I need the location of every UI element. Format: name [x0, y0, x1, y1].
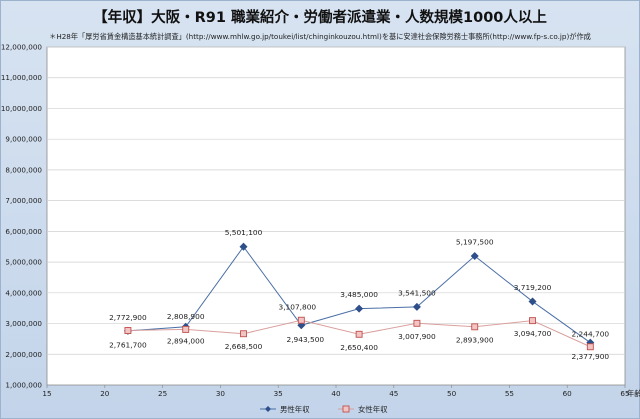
- point-female: [355, 330, 363, 338]
- data-label: 2,650,400: [340, 343, 378, 352]
- x-tick-label: 25: [158, 389, 167, 398]
- point-female: [586, 343, 594, 351]
- y-tick-label: 6,000,000: [5, 227, 42, 236]
- x-tick-label: 30: [216, 389, 226, 398]
- point-female: [182, 325, 190, 333]
- data-label: 5,501,100: [225, 228, 263, 237]
- data-label: 3,007,900: [398, 332, 436, 341]
- x-tick-label: 65: [620, 389, 629, 398]
- point-female: [529, 317, 536, 325]
- data-label: 2,894,000: [167, 336, 205, 345]
- y-tick-label: 7,000,000: [5, 196, 42, 205]
- legend-label-female: 女性年収: [358, 405, 388, 414]
- x-tick-label: 15: [42, 389, 51, 398]
- legend-marker-female: [342, 405, 350, 413]
- y-tick-label: 5,000,000: [5, 258, 42, 267]
- x-tick-label: 60: [563, 389, 573, 398]
- point-female: [297, 316, 305, 324]
- point-male: [239, 242, 248, 251]
- y-tick-label: 8,000,000: [5, 165, 42, 174]
- point-female: [471, 323, 479, 331]
- data-label: 3,485,000: [340, 290, 378, 299]
- data-label: 2,808,900: [167, 312, 205, 321]
- x-axis-label: 年齢: [627, 389, 640, 398]
- data-label: 2,761,700: [109, 340, 147, 349]
- x-tick-label: 50: [447, 389, 457, 398]
- legend-label-male: 男性年収: [280, 405, 310, 414]
- data-label: 2,772,900: [109, 313, 147, 322]
- data-label: 2,377,900: [572, 352, 610, 361]
- point-female: [240, 330, 247, 338]
- data-label: 3,719,200: [514, 283, 552, 292]
- y-tick-label: 1,000,000: [5, 381, 42, 390]
- x-tick-label: 55: [505, 389, 514, 398]
- point-male: [297, 321, 306, 330]
- y-tick-label: 9,000,000: [5, 135, 42, 144]
- y-tick-label: 12,000,000: [1, 43, 43, 52]
- y-tick-label: 2,000,000: [5, 350, 42, 359]
- point-male: [355, 304, 364, 313]
- data-label: 5,197,500: [456, 238, 494, 247]
- point-male: [528, 297, 537, 306]
- x-tick-label: 40: [331, 389, 341, 398]
- y-tick-label: 3,000,000: [5, 319, 42, 328]
- point-male: [470, 252, 479, 261]
- y-tick-label: 4,000,000: [5, 288, 42, 297]
- data-label: 3,094,700: [514, 329, 552, 338]
- point-female: [124, 327, 132, 334]
- data-label: 2,893,900: [456, 335, 494, 344]
- data-label: 2,943,500: [287, 335, 325, 344]
- data-label: 2,244,700: [572, 329, 610, 338]
- x-tick-label: 20: [100, 389, 110, 398]
- legend-marker-male: [265, 406, 271, 412]
- x-tick-label: 35: [274, 389, 283, 398]
- data-label: 3,541,500: [398, 288, 436, 297]
- y-tick-label: 11,000,000: [1, 73, 43, 82]
- point-female: [413, 319, 421, 327]
- chart-title: 【年収】大阪・R91 職業紹介・労働者派遣業・人数規模1000人以上: [93, 10, 547, 26]
- y-tick-label: 10,000,000: [1, 104, 43, 113]
- data-label: 3,107,800: [279, 303, 317, 312]
- chart-source-note: ＊H28年「厚労省賃金構造基本統計調査」(http://www.mhlw.go.…: [49, 32, 591, 41]
- point-male: [412, 302, 421, 311]
- data-label: 2,668,500: [225, 342, 263, 351]
- x-tick-label: 45: [389, 389, 398, 398]
